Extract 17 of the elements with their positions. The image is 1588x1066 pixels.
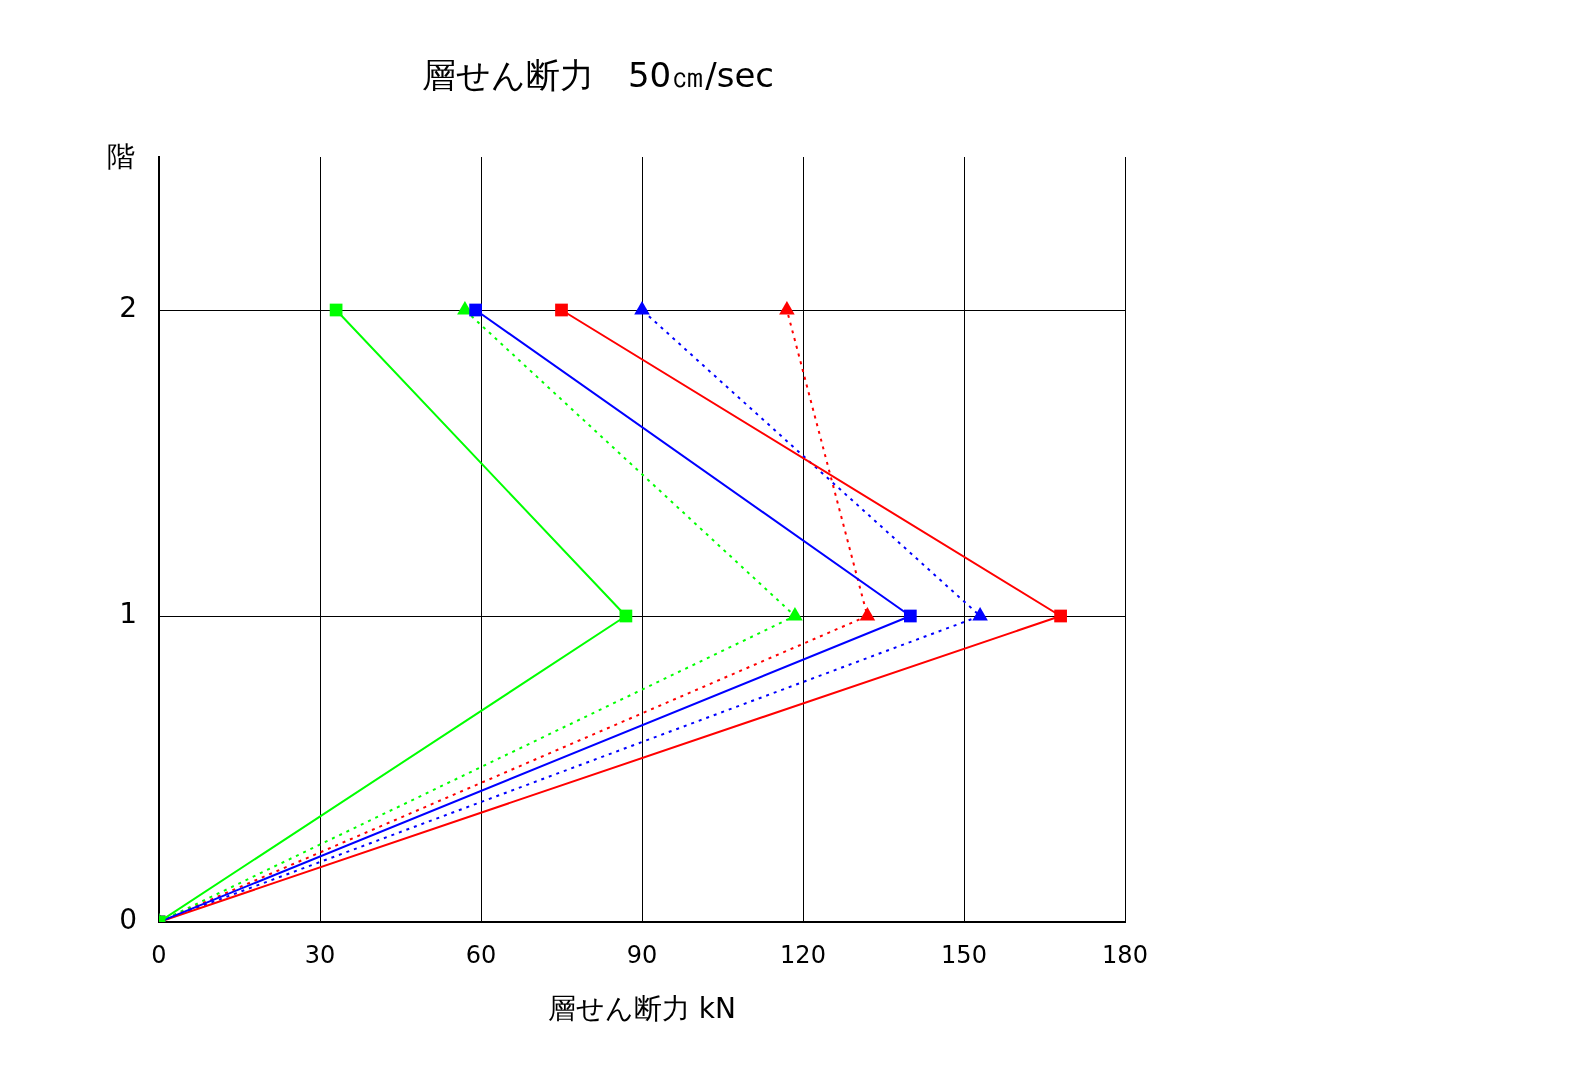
x-axis-title: 層せん断力 kN bbox=[547, 992, 737, 1026]
x-tick-label: 60 bbox=[465, 940, 497, 969]
y-axis-title: 階 bbox=[107, 140, 135, 174]
y-tick-label: 1 bbox=[119, 597, 137, 631]
x-tick-label: 180 bbox=[1102, 940, 1148, 969]
y-tick-label: 2 bbox=[119, 291, 137, 325]
x-tick-label: 120 bbox=[780, 940, 826, 969]
y-tick-label: 0 bbox=[119, 903, 137, 937]
point bbox=[903, 609, 917, 623]
point bbox=[555, 303, 568, 317]
chart-title: 層せん断力 50㎝/sec bbox=[421, 54, 775, 95]
point bbox=[469, 303, 482, 317]
x-tick-label: 0 bbox=[151, 940, 167, 969]
x-tick-label: 150 bbox=[941, 940, 987, 969]
point bbox=[1054, 609, 1067, 623]
x-tick-label: 30 bbox=[304, 940, 336, 969]
x-tick-label: 90 bbox=[626, 940, 658, 969]
